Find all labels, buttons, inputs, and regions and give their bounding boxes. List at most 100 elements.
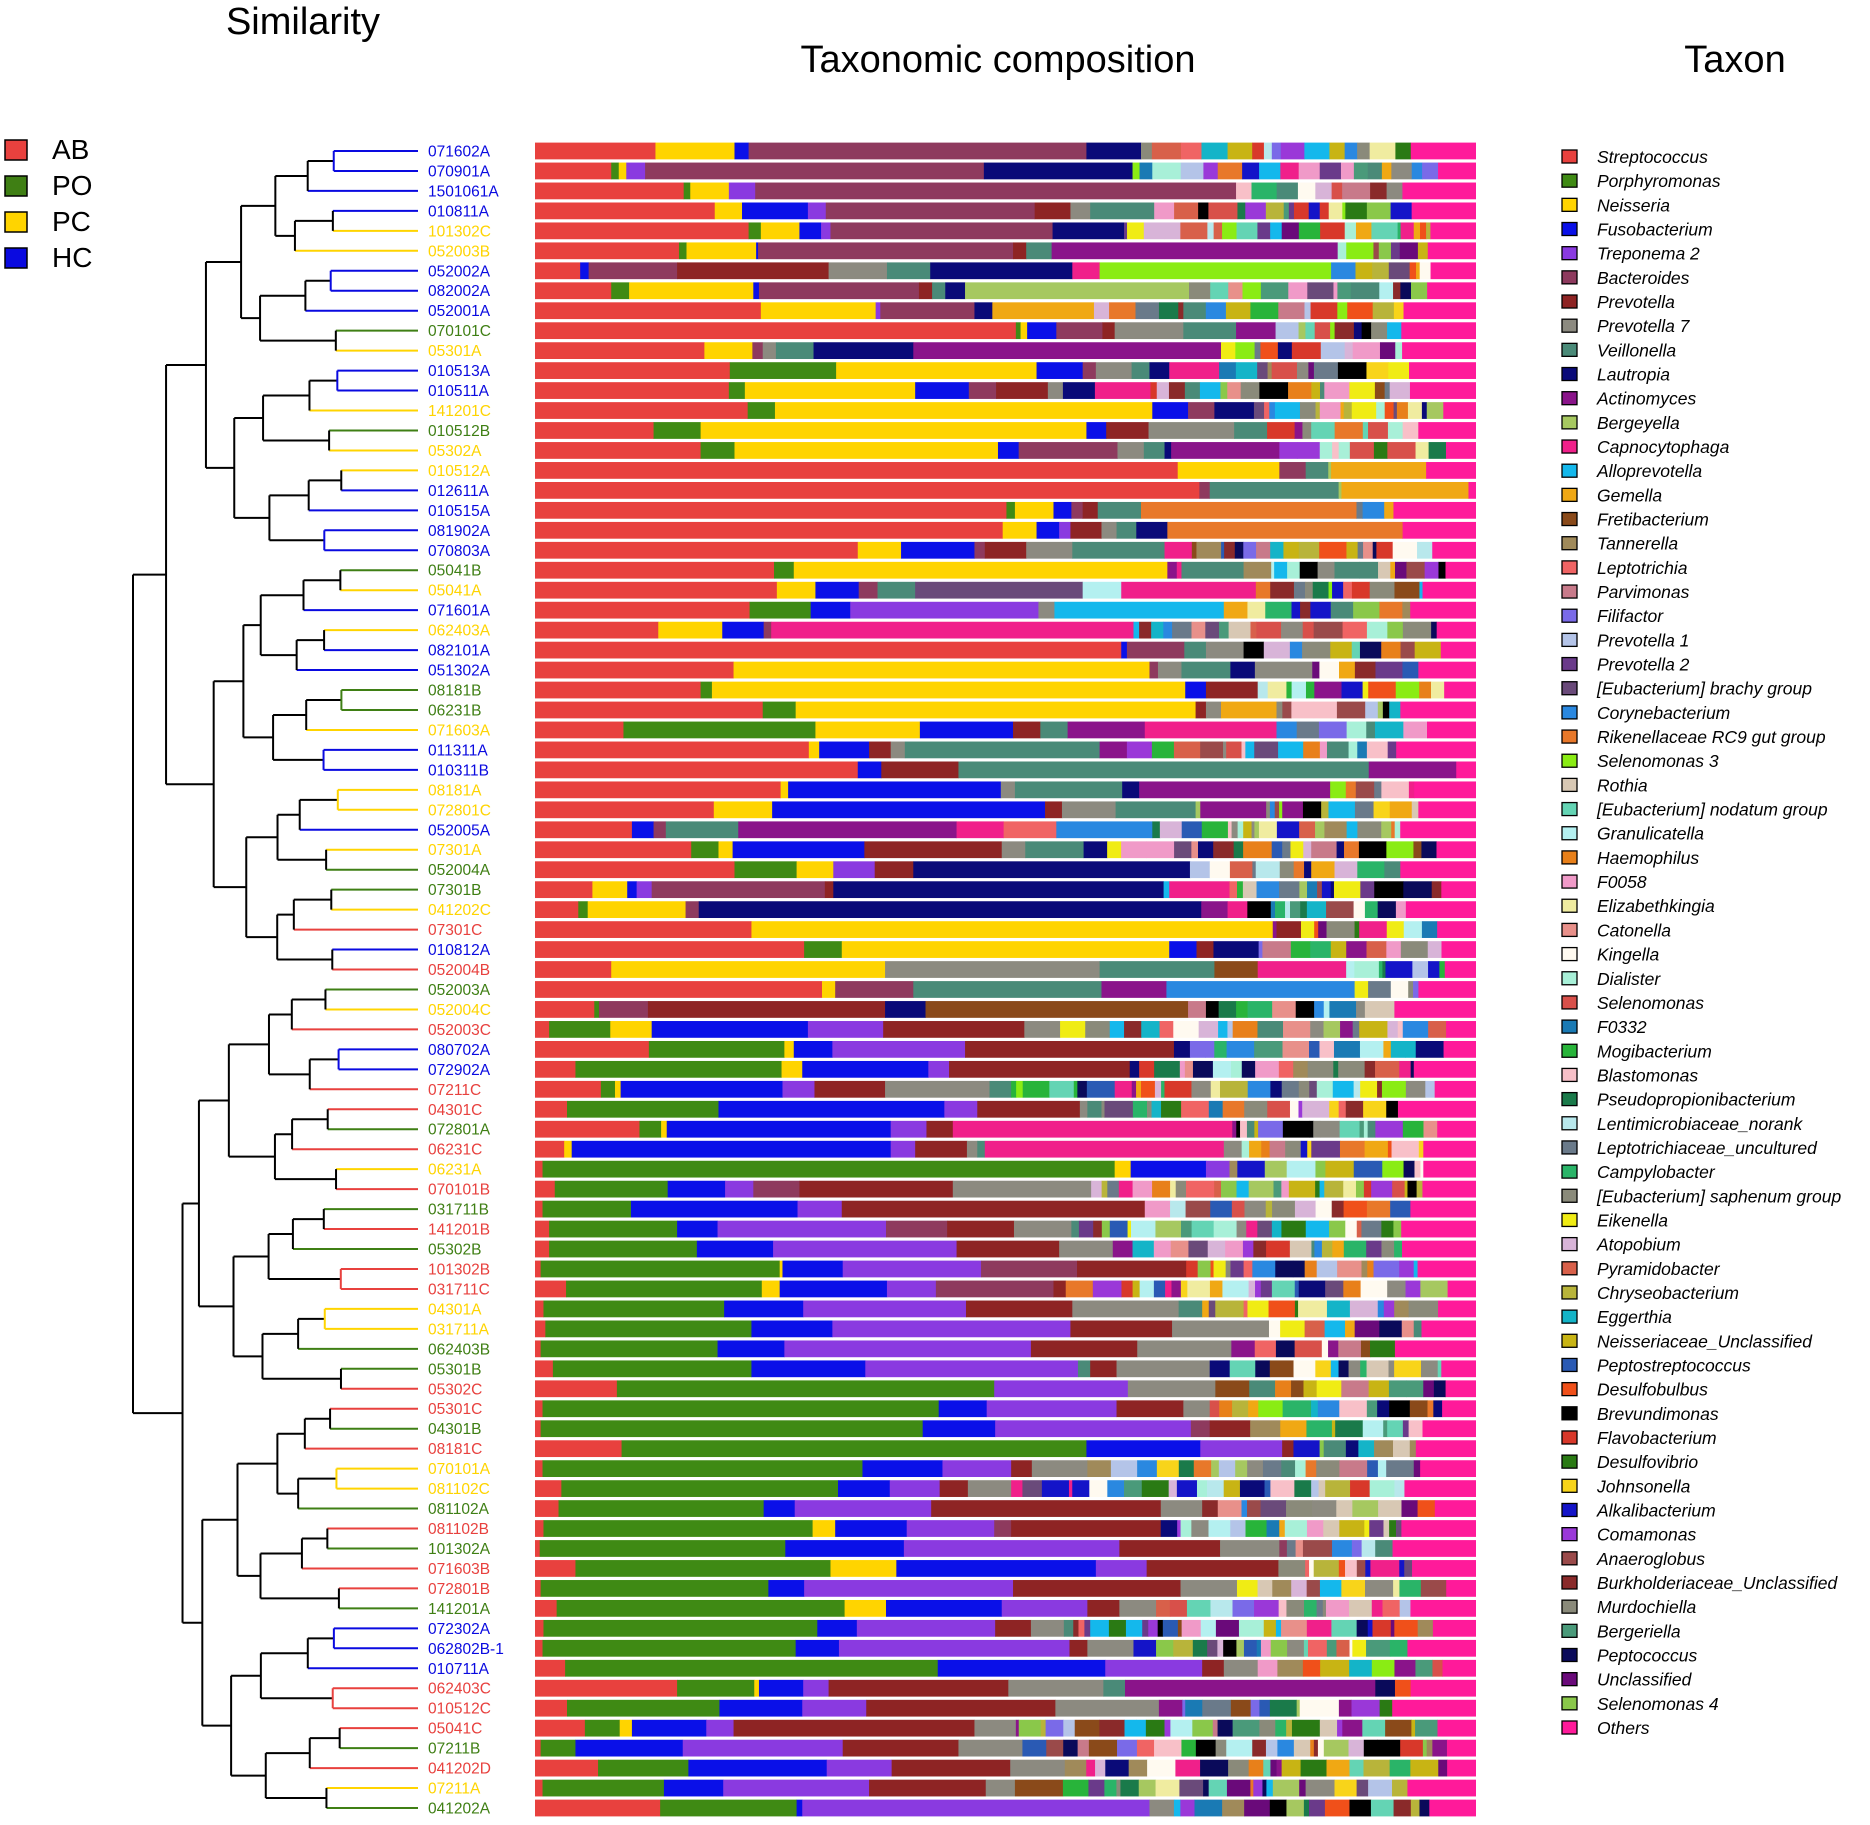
bar-segment xyxy=(1326,1300,1351,1318)
bar-segment xyxy=(1132,1240,1155,1258)
bar-segment xyxy=(1329,1220,1346,1238)
bar-segment xyxy=(1286,681,1293,699)
bar-segment xyxy=(1242,162,1260,180)
bar-segment xyxy=(832,1040,966,1058)
bar-segment xyxy=(1161,1080,1165,1098)
bar-segment xyxy=(1177,1520,1181,1537)
bar-segment xyxy=(1196,941,1214,958)
bar-segment xyxy=(1020,322,1028,340)
bar-segment xyxy=(1317,881,1323,899)
bar-segment xyxy=(1155,1779,1180,1797)
bar-segment xyxy=(719,1699,803,1717)
bar-segment xyxy=(1040,721,1069,739)
bar-segment xyxy=(1400,222,1415,240)
bar-segment xyxy=(1360,1360,1367,1378)
bar-segment xyxy=(856,1619,996,1637)
bar-segment xyxy=(535,1460,543,1478)
bar-segment xyxy=(1280,1320,1306,1338)
bar-segment xyxy=(1426,402,1444,419)
bar-segment xyxy=(734,861,797,879)
taxon-label: Eikenella xyxy=(1597,1210,1668,1230)
bar-segment xyxy=(760,302,877,320)
bar-segment xyxy=(1259,162,1281,180)
bar-segment xyxy=(1294,1280,1300,1298)
bar-segment-others xyxy=(1445,1380,1476,1398)
taxon-label: [Eubacterium] nodatum group xyxy=(1596,800,1828,820)
bar-segment xyxy=(1391,821,1396,839)
bar-segment xyxy=(1105,1659,1203,1677)
bar-segment-others xyxy=(1394,1001,1476,1018)
bar-segment-others xyxy=(1468,481,1476,499)
bar-segment xyxy=(1304,861,1312,879)
bar-segment-others xyxy=(1400,861,1476,879)
bar-segment xyxy=(808,741,820,759)
taxon-label: Desulfobulbus xyxy=(1597,1380,1708,1400)
bar-segment-others xyxy=(1415,1440,1476,1458)
bar-segment xyxy=(1389,382,1411,399)
bar-segment xyxy=(1307,1060,1334,1078)
sample-label-052004B: 052004B xyxy=(428,962,490,979)
bar-segment xyxy=(1104,1100,1134,1118)
bar-segment xyxy=(1332,1540,1353,1557)
bar-segment xyxy=(535,861,735,879)
sample-label-071602A: 071602A xyxy=(428,143,491,160)
bar-segment xyxy=(1331,462,1427,479)
bar-segment xyxy=(1305,581,1314,599)
bar-segment xyxy=(919,721,1014,739)
sample-label-04301B: 04301B xyxy=(428,1421,481,1438)
bar-segment xyxy=(1311,382,1321,399)
bar-segment xyxy=(1106,422,1149,439)
bar-segment xyxy=(1426,222,1431,240)
bar-segment xyxy=(1315,402,1321,419)
bar-segment xyxy=(1051,242,1339,260)
bar-segment xyxy=(815,721,921,739)
taxon-label: Leptotrichiaceae_uncultured xyxy=(1597,1138,1818,1158)
taxon-swatch xyxy=(1561,560,1578,575)
bar-segment xyxy=(1287,561,1301,579)
bar-segment-others xyxy=(1422,1180,1476,1198)
bar-segment xyxy=(1352,1639,1367,1657)
bar-segment xyxy=(1232,1599,1255,1617)
bar-segment xyxy=(1373,801,1391,819)
bar-segment xyxy=(1286,1599,1305,1617)
bar-segment xyxy=(1343,1280,1362,1298)
bar-segment xyxy=(1354,661,1376,679)
bar-segment xyxy=(1399,242,1419,260)
bar-segment xyxy=(1267,362,1273,379)
bar-segment xyxy=(1199,382,1221,399)
bar-segment xyxy=(1201,142,1228,160)
bar-segment xyxy=(1407,402,1423,419)
bar-segment xyxy=(1116,1360,1211,1378)
taxon-swatch xyxy=(1561,1091,1578,1107)
bar-segment xyxy=(1348,741,1358,759)
bar-segment xyxy=(1223,1659,1259,1677)
bar-segment xyxy=(535,1699,568,1717)
bar-segment xyxy=(1228,621,1251,639)
bar-segment xyxy=(1285,1140,1302,1158)
bar-segment xyxy=(1313,701,1338,719)
bar-segment xyxy=(1330,601,1354,619)
bar-segment xyxy=(539,1540,786,1557)
bar-segment xyxy=(1288,202,1295,220)
bar-segment xyxy=(1210,1200,1233,1218)
bar-segment xyxy=(1236,1580,1258,1597)
sample-label-052003B: 052003B xyxy=(428,243,490,260)
bar-segment xyxy=(1300,901,1308,919)
bar-segment-others xyxy=(1422,581,1476,599)
bar-segment xyxy=(1230,1520,1246,1537)
bar-segment xyxy=(1251,182,1278,200)
bar-segment xyxy=(1259,382,1289,399)
bar-segment xyxy=(1367,1619,1373,1637)
sample-label-04301A: 04301A xyxy=(428,1301,482,1318)
bar-segment xyxy=(1345,1220,1358,1238)
bar-segment xyxy=(1334,422,1364,439)
bar-segment xyxy=(1371,1659,1395,1677)
bar-segment xyxy=(725,1180,754,1198)
bar-segment xyxy=(1154,1060,1181,1078)
bar-segment xyxy=(1180,1520,1192,1537)
bar-segment xyxy=(1164,1080,1192,1098)
bar-segment xyxy=(744,382,916,399)
bar-segment xyxy=(1189,1040,1206,1058)
bar-segment xyxy=(1213,222,1223,240)
bar-segment xyxy=(803,1300,967,1318)
